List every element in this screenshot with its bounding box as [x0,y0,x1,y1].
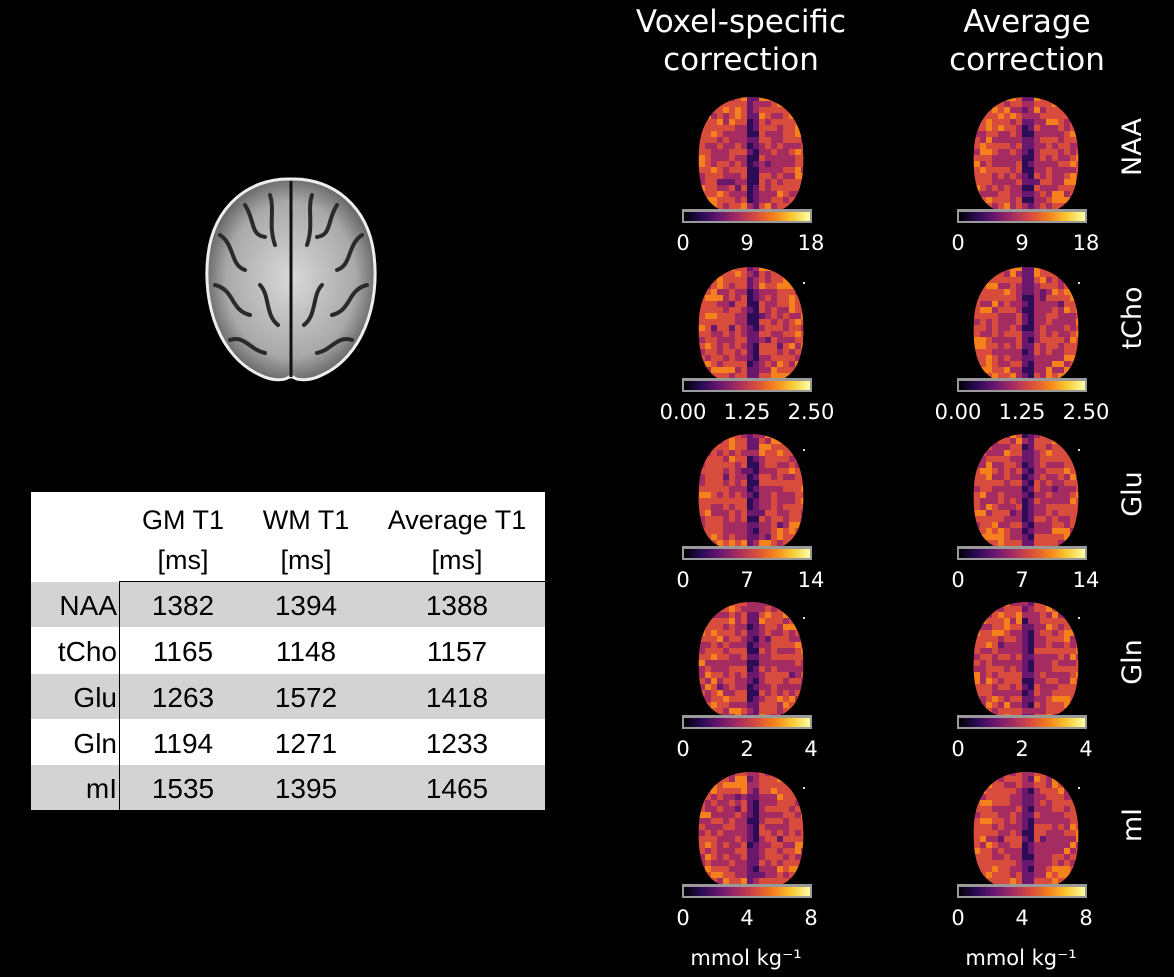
colorbar-mi-average [957,884,1087,898]
row-label-mi: mI [1117,807,1148,843]
unit-label-right: mmol kg⁻¹ [965,946,1077,970]
metabolite-map-tcho-voxel [693,265,809,389]
row-label-glu: Glu [1117,471,1148,517]
wm-value: 1572 [274,682,338,713]
map-marker-dot [803,787,805,789]
map-marker-dot [803,617,805,619]
row-name: tCho [57,636,117,667]
gm-value: 1535 [151,773,215,804]
table-row: mI 1535 1395 1465 [31,765,545,810]
header-gm-t1: GM T1 [ms] [141,505,224,575]
gm-value: 1382 [151,590,215,621]
table-row: tCho 1165 1148 1157 [31,628,545,673]
colorbar-glu-average [957,546,1087,560]
colorbar-tick-label: 7 [740,568,754,592]
colorbar-mi-voxel [682,884,812,898]
row-name: Glu [73,682,117,713]
table-header-rule [119,581,545,582]
colorbar-tick-label: 0 [951,737,965,761]
metabolite-map-gln-voxel [693,600,809,724]
wm-value: 1148 [275,636,337,667]
average-value: 1388 [425,590,489,621]
table-column-rule [119,582,120,810]
table-row: NAA 1382 1394 1388 [31,582,545,627]
colorbar-tick-label: 14 [797,568,825,592]
map-marker-dot [1078,617,1080,619]
row-name: Gln [73,728,117,759]
metabolite-map-mi-voxel [693,770,809,894]
average-value: 1157 [426,636,488,667]
row-label-naa: NAA [1117,118,1148,176]
colorbar-tick-label: 1.25 [998,400,1046,424]
map-marker-dot [803,449,805,451]
gm-value: 1165 [152,636,214,667]
row-name: mI [85,773,117,804]
colorbar-tick-label: 14 [1072,568,1100,592]
metabolite-map-tcho-average [968,265,1084,389]
table-row: Gln 1194 1271 1233 [31,720,545,765]
colorbar-tick-label: 0.00 [934,400,982,424]
metabolite-map-naa-voxel [693,95,809,219]
colorbar-tick-label: 18 [797,231,825,255]
t1-table: GM T1 [ms] WM T1 [ms] Average T1 [ms] NAA 1… [31,492,545,810]
colorbar-tcho-average [957,378,1087,392]
colorbar-tick-label: 0 [676,906,690,930]
colorbar-tick-label: 0 [676,737,690,761]
colorbar-glu-voxel [682,546,812,560]
map-marker-dot [1078,282,1080,284]
colorbar-tick-label: 0 [951,568,965,592]
column-header-voxel-specific: Voxel-specific correction [635,4,847,78]
colorbar-tick-label: 0 [951,231,965,255]
map-marker-dot [1078,787,1080,789]
colorbar-tick-label: 4 [1015,906,1029,930]
colorbar-tick-label: 4 [804,737,818,761]
colorbar-tick-label: 9 [1015,231,1029,255]
map-marker-dot [803,282,805,284]
metabolite-map-naa-average [968,95,1084,219]
average-value: 1465 [425,773,489,804]
wm-value: 1395 [274,773,338,804]
metabolite-map-glu-voxel [693,432,809,556]
colorbar-tick-label: 4 [1079,737,1093,761]
colorbar-tick-label: 2 [740,737,754,761]
header-wm-t1: WM T1 [ms] [262,505,350,575]
colorbar-tick-label: 2.50 [787,400,835,424]
colorbar-tick-label: 18 [1072,231,1100,255]
colorbar-tick-label: 0 [951,906,965,930]
colorbar-tick-label: 8 [804,906,818,930]
colorbar-tick-label: 7 [1015,568,1029,592]
column-header-average: Average correction [949,4,1105,78]
colorbar-tick-label: 0 [676,568,690,592]
row-label-tcho: tCho [1117,286,1148,350]
colorbar-naa-voxel [682,209,812,223]
colorbar-tick-label: 1.25 [723,400,771,424]
average-value: 1418 [425,682,489,713]
metabolite-map-mi-average [968,770,1084,894]
colorbar-tick-label: 9 [740,231,754,255]
colorbar-naa-average [957,209,1087,223]
map-marker-dot [1078,449,1080,451]
header-average-t1: Average T1 [ms] [387,505,527,575]
wm-value: 1394 [274,590,338,621]
average-value: 1233 [425,728,489,759]
colorbar-tick-label: 8 [1079,906,1093,930]
gm-value: 1263 [151,682,215,713]
colorbar-tick-label: 2.50 [1062,400,1110,424]
metabolite-map-gln-average [968,600,1084,724]
metabolite-map-glu-average [968,432,1084,556]
colorbar-tick-label: 4 [740,906,754,930]
anatomical-brain-image [205,177,377,382]
row-label-gln: Gln [1117,639,1148,685]
colorbar-tick-label: 0 [676,231,690,255]
colorbar-gln-average [957,715,1087,729]
colorbar-tick-label: 0.00 [659,400,707,424]
wm-value: 1271 [274,728,338,759]
colorbar-gln-voxel [682,715,812,729]
gm-value: 1194 [152,728,214,759]
unit-label-left: mmol kg⁻¹ [690,946,802,970]
table-row: Glu 1263 1572 1418 [31,674,545,719]
colorbar-tcho-voxel [682,378,812,392]
colorbar-tick-label: 2 [1015,737,1029,761]
row-name: NAA [59,590,117,621]
